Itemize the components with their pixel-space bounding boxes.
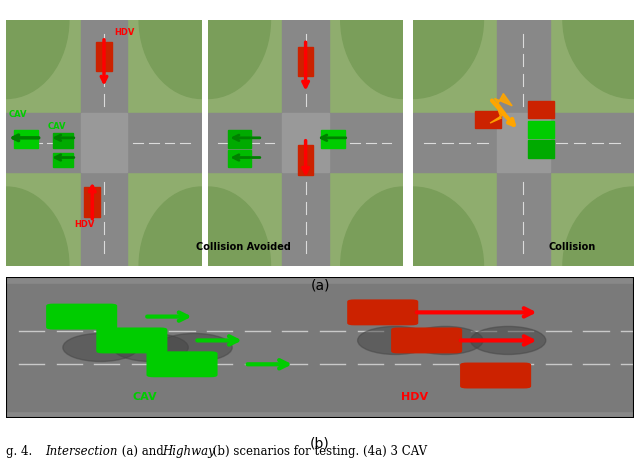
Ellipse shape bbox=[408, 327, 483, 355]
Ellipse shape bbox=[63, 334, 138, 362]
Bar bbox=[208, 114, 403, 173]
Circle shape bbox=[563, 0, 640, 99]
Bar bbox=[321, 131, 344, 148]
Bar bbox=[527, 121, 554, 139]
Circle shape bbox=[340, 0, 466, 99]
Polygon shape bbox=[413, 21, 634, 266]
Text: CAV: CAV bbox=[8, 109, 27, 118]
Polygon shape bbox=[6, 21, 202, 266]
Bar bbox=[53, 134, 73, 148]
Circle shape bbox=[340, 188, 466, 345]
Polygon shape bbox=[208, 21, 403, 266]
FancyBboxPatch shape bbox=[148, 353, 216, 376]
Circle shape bbox=[139, 0, 264, 99]
FancyBboxPatch shape bbox=[348, 301, 417, 325]
Circle shape bbox=[145, 0, 271, 99]
Bar bbox=[228, 151, 251, 168]
Text: Collision Avoided: Collision Avoided bbox=[196, 241, 291, 252]
Text: (b) scenarios for testing. (4a) 3 CAV: (b) scenarios for testing. (4a) 3 CAV bbox=[209, 444, 428, 457]
FancyBboxPatch shape bbox=[97, 329, 166, 353]
Bar bbox=[475, 112, 501, 129]
Ellipse shape bbox=[157, 334, 232, 362]
Bar bbox=[6, 114, 202, 173]
Text: CAV: CAV bbox=[132, 392, 157, 402]
Text: Intersection: Intersection bbox=[45, 444, 117, 457]
Bar bbox=[298, 146, 314, 175]
FancyBboxPatch shape bbox=[47, 305, 116, 329]
Bar bbox=[282, 21, 329, 266]
Text: g. 4.: g. 4. bbox=[6, 444, 47, 457]
Bar bbox=[527, 102, 554, 119]
Polygon shape bbox=[490, 95, 512, 124]
Bar bbox=[413, 114, 634, 173]
Bar bbox=[228, 131, 251, 148]
Bar bbox=[81, 21, 127, 266]
Bar bbox=[497, 114, 550, 173]
Text: Highway: Highway bbox=[162, 444, 214, 457]
Ellipse shape bbox=[470, 327, 546, 355]
Ellipse shape bbox=[358, 327, 433, 355]
Circle shape bbox=[563, 188, 640, 345]
Circle shape bbox=[342, 188, 483, 345]
Bar bbox=[497, 21, 550, 266]
Bar bbox=[81, 114, 127, 173]
Text: HDV: HDV bbox=[75, 220, 95, 229]
Circle shape bbox=[342, 0, 483, 99]
Circle shape bbox=[139, 188, 264, 345]
Bar bbox=[96, 43, 112, 72]
FancyBboxPatch shape bbox=[461, 364, 530, 387]
Bar bbox=[14, 131, 38, 148]
Ellipse shape bbox=[113, 334, 188, 362]
Bar bbox=[298, 48, 314, 77]
Text: HDV: HDV bbox=[401, 392, 428, 402]
Bar bbox=[53, 153, 73, 168]
Bar bbox=[84, 188, 100, 217]
Text: (a): (a) bbox=[310, 278, 330, 291]
Text: CAV: CAV bbox=[47, 122, 66, 131]
Circle shape bbox=[145, 188, 271, 345]
Bar bbox=[282, 114, 329, 173]
Bar bbox=[527, 141, 554, 158]
Text: Collision: Collision bbox=[548, 241, 595, 252]
Text: HDV: HDV bbox=[114, 28, 134, 37]
Text: (b): (b) bbox=[310, 436, 330, 450]
Text: (a) and: (a) and bbox=[118, 444, 168, 457]
Circle shape bbox=[0, 188, 69, 345]
FancyBboxPatch shape bbox=[392, 329, 461, 353]
Circle shape bbox=[0, 0, 69, 99]
